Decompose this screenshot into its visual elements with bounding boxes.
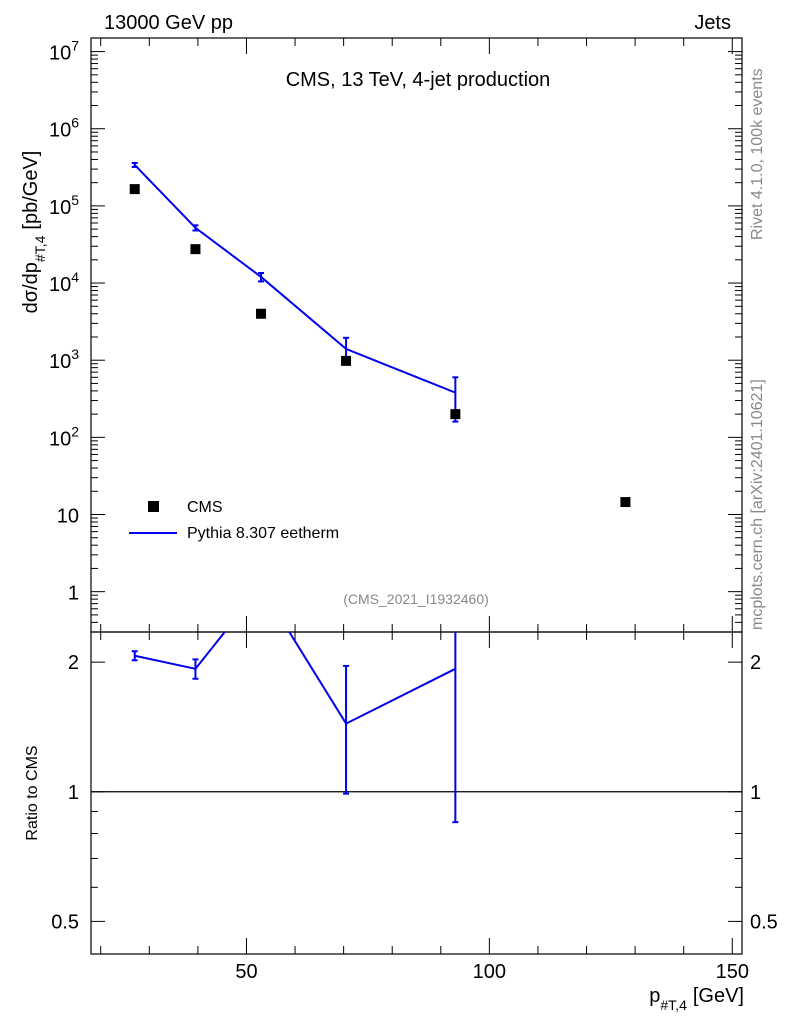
pythia-line [134, 164, 456, 394]
y-tick-label: 107 [49, 38, 79, 65]
y-tick-label: 103 [49, 346, 79, 373]
rivet-version-label: Rivet 4.1.0, 100k events [749, 68, 766, 240]
x-axis-title: p#T,4 [GeV] [649, 985, 744, 1013]
y-tick-label: 105 [49, 192, 79, 219]
main-axis-ticks [91, 38, 742, 633]
x-title-unit: [GeV] [693, 985, 744, 1007]
y-tick-label: 106 [49, 115, 79, 142]
y-tick-exponent: 4 [71, 269, 79, 285]
header-category-label: Jets [694, 12, 731, 34]
x-tick-label: 100 [473, 961, 506, 983]
cms-data-point [129, 184, 140, 195]
ratio-y-tick-label-right: 0.5 [750, 911, 778, 933]
y-title-unit: [pb/GeV] [20, 151, 42, 230]
y-tick-base: 10 [49, 351, 71, 373]
main-y-axis-title: dσ/dp#T,4 [pb/GeV] [20, 151, 48, 314]
y-tick-base: 10 [57, 506, 79, 528]
y-tick-exponent: 6 [71, 115, 79, 131]
cms-data-point [341, 355, 352, 366]
x-tick-labels: 50 100 150 [235, 961, 749, 983]
cms-data-point [190, 244, 201, 255]
ratio-y-tick-labels: 2 2 1 1 0.5 0.5 [51, 652, 778, 933]
y-tick-exponent: 7 [71, 38, 79, 54]
y-tick-label: 10 [57, 506, 79, 528]
main-frame [90, 37, 743, 633]
y-tick-base: 10 [49, 428, 71, 450]
main-series [129, 161, 631, 508]
y-title-subscript: #T,4 [32, 235, 48, 262]
legend-marker-cms [148, 501, 159, 512]
y-tick-base: 10 [49, 43, 71, 65]
y-tick-exponent: 5 [71, 192, 79, 208]
y-tick-label: 1 [68, 583, 79, 605]
header-process-label: 13000 GeV pp [104, 12, 233, 34]
mcplots-reference-label: mcplots.cern.ch [arXiv:2401.10621] [749, 379, 766, 630]
ratio-frame [90, 631, 743, 955]
ratio-y-tick-label-right: 2 [750, 652, 761, 674]
analysis-tag: (CMS_2021_I1932460) [343, 591, 489, 607]
x-title-subscript: #T,4 [660, 997, 687, 1013]
y-tick-base: 10 [49, 120, 71, 142]
y-tick-base: 1 [68, 583, 79, 605]
ratio-series-group [131, 632, 459, 824]
x-tick-label: 150 [716, 961, 749, 983]
y-tick-exponent: 3 [71, 346, 79, 362]
ratio-axis-ticks [91, 632, 742, 954]
legend-label-pythia: Pythia 8.307 eetherm [187, 525, 339, 542]
ratio-series [131, 632, 459, 824]
x-title-main: p [649, 985, 660, 1007]
legend: CMS Pythia 8.307 eetherm [129, 499, 339, 542]
legend-label-cms: CMS [187, 499, 223, 516]
ratio-y-tick-label-left: 1 [68, 782, 79, 804]
chart-title: CMS, 13 TeV, 4-jet production [286, 69, 551, 91]
ratio-y-tick-label-left: 2 [68, 652, 79, 674]
y-tick-label: 102 [49, 423, 79, 450]
cms-data-point [620, 497, 631, 508]
cms-data-point [450, 409, 461, 420]
x-tick-label: 50 [235, 961, 257, 983]
ratio-y-tick-label-left: 0.5 [51, 911, 79, 933]
ratio-panel: 2 2 1 1 0.5 0.5 50 100 150 Ratio to CMS [24, 631, 778, 983]
y-tick-label: 104 [49, 269, 79, 296]
y-tick-base: 10 [49, 274, 71, 296]
y-title-main: dσ/dp [20, 262, 42, 313]
ratio-y-tick-label-right: 1 [750, 782, 761, 804]
y-tick-base: 10 [49, 197, 71, 219]
ratio-pythia-line [134, 632, 456, 725]
cms-data-point [256, 308, 267, 319]
y-tick-exponent: 2 [71, 423, 79, 439]
ratio-y-axis-title: Ratio to CMS [24, 745, 41, 840]
